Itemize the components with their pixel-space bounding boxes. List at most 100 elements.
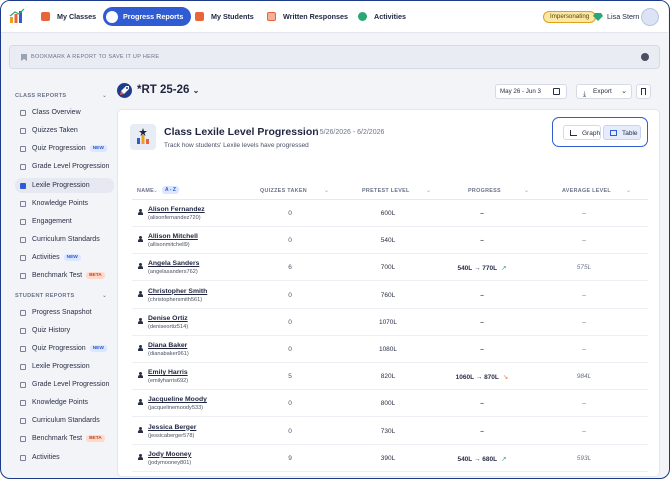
class-selector[interactable]: *RT 25-26 ⌄: [137, 84, 199, 96]
person-icon: [138, 453, 143, 460]
avatar[interactable]: [641, 8, 659, 26]
quizzes-taken-cell: 0: [288, 237, 292, 245]
top-nav: My Classes Progress Reports My Students …: [1, 1, 668, 33]
quizzes-taken-cell: 0: [288, 318, 292, 326]
chevron-down-icon: ⌄: [621, 88, 627, 95]
sidebar-item-activities[interactable]: Activities NEW: [15, 250, 114, 265]
student-name-link[interactable]: Jody Mooney: [148, 450, 192, 458]
table-row[interactable]: Denise Ortiz (deniseortiz514) 0 1070L – –: [132, 309, 648, 336]
nav-activities[interactable]: Activities: [358, 7, 406, 26]
progress-cell: –: [442, 400, 522, 407]
pretest-level-cell: 820L: [380, 373, 396, 381]
sidebar-item-lexile-progression[interactable]: Lexile Progression: [15, 178, 114, 193]
sort-icon[interactable]: ⌄: [524, 188, 530, 194]
student-name-link[interactable]: Jessica Berger: [148, 423, 197, 431]
table-row[interactable]: Alison Fernandez (alisonfernandez720) 0 600…: [132, 200, 648, 227]
progress-cell: –: [442, 292, 522, 299]
col-header-progress[interactable]: PROGRESS: [468, 188, 501, 194]
sort-icon[interactable]: ⌄: [426, 188, 432, 194]
sidebar-item-curriculum-standards[interactable]: Curriculum Standards: [15, 232, 114, 247]
student-name-link[interactable]: Angela Sanders: [148, 260, 200, 268]
sidebar-item-grade-level-progression[interactable]: Grade Level Progression: [15, 159, 114, 174]
sidebar-item-quiz-progression[interactable]: Quiz Progression NEW: [15, 141, 114, 156]
bookmark-icon: [21, 54, 27, 61]
date-range-picker[interactable]: May 26 - Jun 3: [495, 84, 567, 99]
nav-my-students[interactable]: My Students: [195, 7, 254, 26]
col-header-name[interactable]: NAME: [137, 188, 155, 194]
person-icon: [138, 290, 143, 297]
student-name-link[interactable]: Christopher Smith: [148, 287, 208, 295]
pretest-level-cell: 700L: [380, 264, 396, 272]
average-level-cell: 984L: [576, 373, 592, 381]
student-name-link[interactable]: Alison Fernandez: [148, 206, 205, 213]
nav-label: My Classes: [57, 12, 97, 21]
sidebar-item-benchmark-test[interactable]: Benchmark Test BETA: [15, 268, 114, 283]
sidebar-item-class-overview[interactable]: Class Overview: [15, 105, 114, 120]
chevron-down-icon[interactable]: ⌄: [102, 93, 108, 99]
progress-cell: 1060L → 870L ↘: [442, 373, 522, 381]
table-row[interactable]: Jody Mooney (jodymooney801) 9 390L 540L → 68…: [132, 445, 648, 472]
lexile-report-icon: [130, 124, 156, 150]
nav-my-classes[interactable]: My Classes: [41, 7, 96, 26]
table-button[interactable]: Table: [603, 125, 641, 140]
report-icon: [20, 381, 26, 388]
sort-badge[interactable]: A - Z: [162, 186, 179, 194]
nav-written-responses[interactable]: Written Responses: [267, 7, 348, 26]
table-row[interactable]: Emily Harris (emilyharris692) 5 820L 1060L →…: [132, 363, 648, 391]
sidebar-item-student-lexile-progression[interactable]: Lexile Progression: [15, 359, 114, 374]
sidebar-item-engagement[interactable]: Engagement: [15, 214, 114, 229]
user-name[interactable]: Lisa Stern: [607, 12, 640, 21]
sort-icon[interactable]: ⌄: [153, 188, 159, 194]
nav-progress-reports[interactable]: Progress Reports: [103, 7, 192, 26]
new-badge: NEW: [63, 254, 81, 261]
pretest-level-cell: 390L: [380, 454, 396, 462]
header-divider: [132, 199, 648, 200]
sidebar-item-student-activities[interactable]: Activities: [15, 450, 114, 465]
nav-label: Progress Reports: [123, 12, 184, 21]
table-row[interactable]: Jessica Berger (jessicaberger578) 0 730L – –: [132, 418, 648, 445]
col-header-pretest[interactable]: PRETEST LEVEL: [362, 188, 410, 194]
calendar-icon: [553, 88, 560, 95]
bookmark-button[interactable]: [636, 84, 651, 99]
impersonating-badge[interactable]: Impersonating: [543, 11, 597, 23]
student-name-link[interactable]: Jacqueline Moody: [148, 396, 207, 404]
new-badge: NEW: [89, 345, 107, 352]
table-row[interactable]: Allison Mitchell (allisonmitchell9) 0 540L –…: [132, 227, 648, 255]
nav-label: My Students: [211, 12, 254, 21]
classes-icon: [41, 12, 50, 21]
sidebar-item-student-grade-level-progression[interactable]: Grade Level Progression: [15, 377, 114, 392]
table-row[interactable]: Diana Baker (dianabaker961) 0 1080L – –: [132, 336, 648, 363]
col-header-quizzes[interactable]: QUIZZES TAKEN: [260, 188, 307, 194]
sidebar-item-student-quiz-progression[interactable]: Quiz Progression NEW: [15, 341, 114, 356]
sidebar-item-quizzes-taken[interactable]: Quizzes Taken: [15, 123, 114, 138]
report-card: Class Lexile Level Progression | 5/26/20…: [117, 109, 660, 477]
info-icon[interactable]: [641, 53, 649, 61]
sidebar-item-student-benchmark-test[interactable]: Benchmark Test BETA: [15, 431, 114, 446]
student-name-link[interactable]: Denise Ortiz: [148, 314, 188, 322]
table-row[interactable]: Jacqueline Moody (jacquelinemoody533) 0 800…: [132, 390, 648, 418]
student-name-link[interactable]: Diana Baker: [148, 342, 188, 349]
sidebar-item-progress-snapshot[interactable]: Progress Snapshot: [15, 305, 114, 320]
student-name-link[interactable]: Allison Mitchell: [148, 233, 198, 241]
sidebar-item-student-knowledge-points[interactable]: Knowledge Points: [15, 395, 114, 410]
sidebar-item-student-curriculum-standards[interactable]: Curriculum Standards: [15, 413, 114, 428]
sort-icon[interactable]: ⌄: [626, 188, 632, 194]
graph-button[interactable]: Graph: [563, 125, 601, 140]
pretest-level-cell: 760L: [380, 291, 396, 299]
sidebar-item-label: Progress Snapshot: [32, 309, 92, 316]
report-icon: [20, 345, 26, 352]
new-badge: NEW: [89, 145, 107, 152]
graph-icon: [570, 130, 577, 136]
export-button[interactable]: ⤓ Export ⌄: [576, 84, 632, 99]
sidebar-item-quiz-history[interactable]: Quiz History: [15, 323, 114, 338]
report-icon: [20, 127, 26, 134]
table-row[interactable]: Angela Sanders (angelasanders762) 6 700L 540…: [132, 254, 648, 282]
sidebar-item-knowledge-points[interactable]: Knowledge Points: [15, 196, 114, 211]
quizzes-taken-cell: 0: [288, 210, 292, 217]
student-name-link[interactable]: Emily Harris: [148, 369, 188, 377]
chevron-down-icon[interactable]: ⌄: [102, 293, 108, 299]
col-header-average[interactable]: AVERAGE LEVEL: [562, 188, 612, 194]
app-logo-icon[interactable]: [9, 8, 25, 24]
table-row[interactable]: Christopher Smith (christophersmith561) 0 7…: [132, 282, 648, 309]
sort-icon[interactable]: ⌄: [324, 188, 330, 194]
